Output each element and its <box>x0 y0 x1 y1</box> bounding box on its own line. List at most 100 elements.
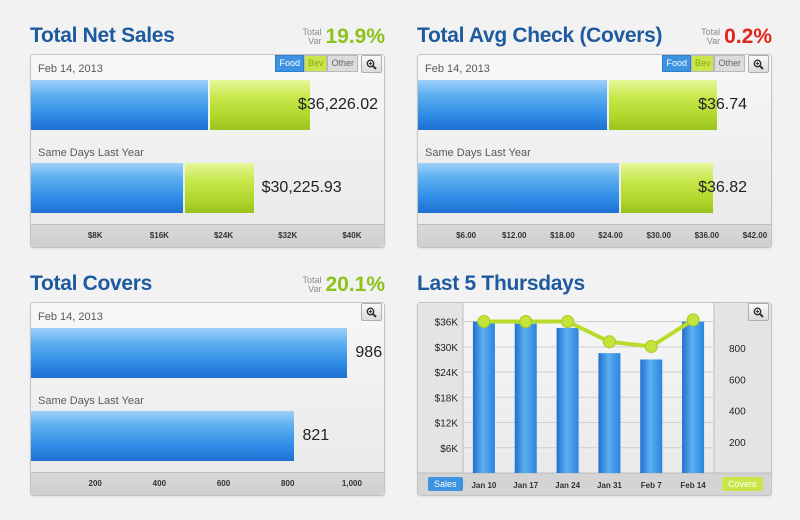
last-year-label: Same Days Last Year <box>38 147 144 159</box>
x-tick-label: $18.00 <box>550 231 575 240</box>
last-year-label: Same Days Last Year <box>38 395 144 407</box>
y-right-tick-label: 400 <box>729 407 746 418</box>
x-tick-label: 1,000 <box>341 479 362 488</box>
sales-bar <box>556 327 579 473</box>
last-year-covers-bar <box>31 411 295 461</box>
zoom-button[interactable] <box>748 303 769 321</box>
covers-point <box>477 314 491 328</box>
zoom-button[interactable] <box>748 55 769 73</box>
var-label: Var <box>706 36 721 46</box>
current-food-bar <box>31 80 208 130</box>
last-year-label: Same Days Last Year <box>425 147 531 159</box>
bev-toggle[interactable]: Bev <box>690 55 715 72</box>
total-label: Total <box>701 27 721 37</box>
x-tick-label: 600 <box>216 479 231 488</box>
other-toggle[interactable]: Other <box>327 55 358 72</box>
net-sales-panel: Total Net Sales Total Var 19.9% Feb 14, 2… <box>30 24 385 248</box>
last-year-food-bar <box>418 163 619 213</box>
var-label: Var <box>308 284 322 294</box>
x-tick-label: 200 <box>88 479 102 488</box>
current-value: $36,226.02 <box>297 96 378 113</box>
last-year-food-bar <box>31 163 184 213</box>
y-left-tick-label: $36K <box>435 318 459 329</box>
avg-check-panel: Total Avg Check (Covers) Total Var 0.2% F… <box>417 24 772 248</box>
y-left-tick-label: $12K <box>435 419 459 430</box>
last-year-value: $30,225.93 <box>261 179 342 196</box>
x-tick-label: $32K <box>278 231 298 240</box>
total-label: Total <box>302 27 322 37</box>
covers-point <box>644 339 658 353</box>
x-tick-label: Jan 10 <box>471 481 496 490</box>
food-toggle[interactable]: Food <box>275 55 304 72</box>
covers-point <box>686 313 700 327</box>
thursdays-title: Last 5 Thursdays <box>417 272 585 295</box>
net-sales-total-var: Total Var 19.9% <box>302 26 385 48</box>
x-axis: $6.00 $12.00 $18.00 $24.00 $30.00 $36.00 $42.0… <box>418 224 771 247</box>
sales-bar <box>472 321 495 473</box>
x-tick-label: $6.00 <box>456 231 477 240</box>
x-tick-label: $24K <box>213 231 234 240</box>
sales-bar <box>640 359 663 473</box>
other-toggle[interactable]: Other <box>714 55 745 72</box>
sales-bar <box>682 321 705 473</box>
zoom-icon <box>366 307 377 318</box>
covers-panel: Total Covers Total Var 20.1% Feb 14, 2013… <box>30 272 385 496</box>
date-label: Feb 14, 2013 <box>38 311 103 323</box>
x-tick-label: $40K <box>342 231 362 240</box>
sales-legend-button[interactable]: Sales <box>428 477 463 491</box>
x-tick-label: 400 <box>152 479 167 488</box>
date-label: Feb 14, 2013 <box>38 63 103 75</box>
zoom-button[interactable] <box>361 303 382 321</box>
last-year-value: $36.82 <box>698 179 747 196</box>
covers-line <box>483 318 695 349</box>
x-tick-label: Feb 14 <box>680 481 706 490</box>
avg-check-title: Total Avg Check (Covers) <box>417 24 663 47</box>
y-left-tick-label: $18K <box>435 393 459 404</box>
last-year-bev-bar <box>185 163 254 213</box>
covers-var-value: 20.1% <box>325 273 385 296</box>
covers-point <box>561 314 575 328</box>
y-right-tick-label: 800 <box>729 344 746 355</box>
x-axis: $8K $16K $24K $32K $40K <box>31 224 384 247</box>
sales-bar <box>598 353 621 473</box>
current-food-bar <box>418 80 607 130</box>
x-tick-label: Jan 17 <box>513 481 538 490</box>
covers-card: Feb 14, 2013 986 Same Days Last Year 821… <box>30 302 385 496</box>
sales-bar <box>514 323 537 473</box>
bev-toggle[interactable]: Bev <box>303 55 328 72</box>
x-tick-label: $12.00 <box>502 231 527 240</box>
net-sales-card: Feb 14, 2013 Food Bev Other $36,226.02 S… <box>30 54 385 248</box>
x-tick-label: 800 <box>281 479 295 488</box>
net-sales-title: Total Net Sales <box>30 24 175 47</box>
current-value: $36.74 <box>698 96 747 113</box>
avg-check-card: Feb 14, 2013 Food Bev Other $36.74 Same … <box>417 54 772 248</box>
covers-legend-button[interactable]: Covers <box>722 477 763 491</box>
x-axis: 200 400 600 800 1,000 <box>31 472 384 495</box>
x-tick-label: $16K <box>149 231 169 240</box>
y-right-tick-label: 200 <box>729 438 746 449</box>
thursdays-chart: $36K $30K $24K $18K $12K $6K 800 600 400 200 Jan… <box>418 303 771 495</box>
x-tick-label: $36.00 <box>694 231 720 240</box>
net-sales-var-value: 19.9% <box>325 25 385 48</box>
zoom-icon <box>753 307 764 318</box>
last-year-value: 821 <box>302 427 330 444</box>
total-label: Total <box>302 275 322 285</box>
zoom-button[interactable] <box>361 55 382 73</box>
food-toggle[interactable]: Food <box>662 55 691 72</box>
covers-title: Total Covers <box>30 272 153 295</box>
y-left-tick-label: $24K <box>435 368 459 379</box>
y-right-tick-label: 600 <box>729 375 746 386</box>
x-tick-label: $42.00 <box>742 231 768 240</box>
thursdays-card: $36K $30K $24K $18K $12K $6K 800 600 400 200 Jan… <box>417 302 772 496</box>
zoom-icon <box>366 59 377 70</box>
avg-check-var-value: 0.2% <box>724 25 772 48</box>
x-tick-label: $30.00 <box>646 231 671 240</box>
thursdays-panel: Last 5 Thursdays $36K $30K $24K $18K $12K $6K… <box>417 272 772 496</box>
covers-point <box>602 335 616 349</box>
category-toggle: Food Bev Other <box>662 55 745 72</box>
current-value: 986 <box>355 344 383 361</box>
y-left-tick-label: $30K <box>435 343 459 354</box>
y-left-tick-label: $6K <box>440 444 458 455</box>
x-tick-label: Feb 7 <box>641 481 662 490</box>
x-tick-label: $24.00 <box>598 231 623 240</box>
